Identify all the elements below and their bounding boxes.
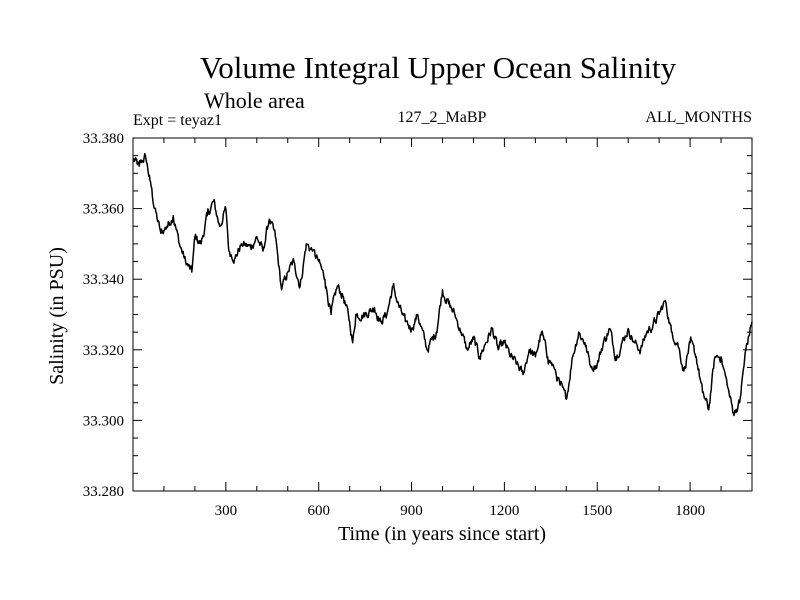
run-id-label: 127_2_MaBP <box>398 109 487 126</box>
plot-frame <box>132 137 753 492</box>
x-axis-ticks <box>163 138 722 491</box>
chart-subtitle: Whole area <box>204 88 305 113</box>
chart-title: Volume Integral Upper Ocean Salinity <box>200 50 677 85</box>
y-tick-label: 33.340 <box>83 272 124 288</box>
x-axis-label: Time (in years since start) <box>338 523 546 545</box>
y-tick-label: 33.380 <box>83 131 124 147</box>
x-axis-tick-labels: 300 600 900 1200 1500 1800 <box>215 503 705 519</box>
x-tick-label: 900 <box>400 503 423 519</box>
x-tick-label: 1800 <box>675 503 705 519</box>
experiment-label: Expt = teyaz1 <box>133 112 222 129</box>
y-tick-label: 33.300 <box>83 413 124 429</box>
months-label: ALL_MONTHS <box>645 109 752 126</box>
series-line <box>132 152 753 417</box>
x-tick-label: 300 <box>215 503 238 519</box>
series-layer <box>132 152 753 417</box>
x-tick-label: 600 <box>307 503 330 519</box>
x-tick-label: 1500 <box>582 503 612 519</box>
y-axis-tick-labels: 33.280 33.300 33.320 33.340 33.360 33.380 <box>83 131 124 500</box>
y-tick-label: 33.360 <box>83 202 124 218</box>
y-tick-label: 33.320 <box>83 343 124 359</box>
y-axis-label: Salinity (in PSU) <box>46 247 68 385</box>
y-tick-label: 33.280 <box>83 484 124 500</box>
x-tick-label: 1200 <box>489 503 519 519</box>
